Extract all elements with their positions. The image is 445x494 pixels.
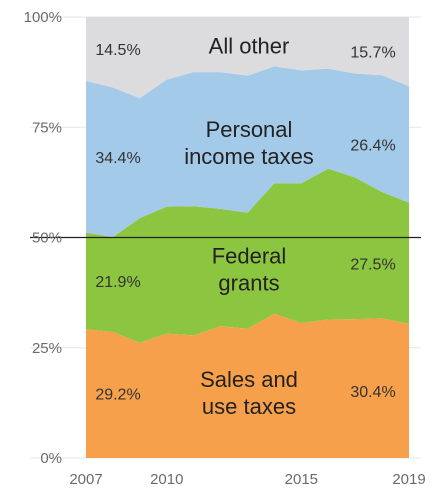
label-start-sales-and-use-taxes: 29.2% [95,387,140,404]
category-label-sales-and-use-taxes-line-1: Sales and [200,367,298,392]
y-tick-label-25: 25% [32,340,62,357]
area-layers [86,17,409,458]
x-tick-label-2019: 2019 [392,471,425,488]
x-tick-label-2015: 2015 [285,471,318,488]
y-tick-label-100: 100% [24,9,62,26]
label-end-sales-and-use-taxes: 30.4% [350,384,395,401]
data-labels: 29.2% 30.4% 21.9% 27.5% 34.4% 26.4% 14.5% 15.7% [95,42,395,404]
label-start-all-other: 14.5% [95,42,140,59]
label-start-federal-grants: 21.9% [95,274,140,291]
y-axis-labels: 0% 25% 50% 75% 100% [24,9,62,467]
label-end-personal-income-taxes: 26.4% [350,137,395,154]
category-label-sales-and-use-taxes-line-2: use taxes [202,394,296,419]
x-tick-label-2007: 2007 [69,471,102,488]
x-axis-labels: 2007 2010 2015 2019 [69,471,425,488]
label-end-federal-grants: 27.5% [350,256,395,273]
y-tick-label-75: 75% [32,119,62,136]
category-label-federal-grants-line-2: grants [218,271,279,296]
y-tick-label-0: 0% [40,450,62,467]
category-label-personal-income-taxes-line-2: income taxes [184,144,314,169]
area-all-other [86,17,409,99]
category-label-all-other-line-1: All other [209,33,290,58]
area-sales-and-use-taxes [86,313,409,458]
area-federal-grants [86,168,409,343]
label-end-all-other: 15.7% [350,45,395,62]
label-start-personal-income-taxes: 34.4% [95,150,140,167]
area-personal-income-taxes [86,66,409,238]
category-label-federal-grants-line-1: Federal [212,244,287,269]
x-tick-label-2010: 2010 [150,471,183,488]
category-label-personal-income-taxes-line-1: Personal [206,117,293,142]
y-tick-label-50: 50% [32,230,62,247]
